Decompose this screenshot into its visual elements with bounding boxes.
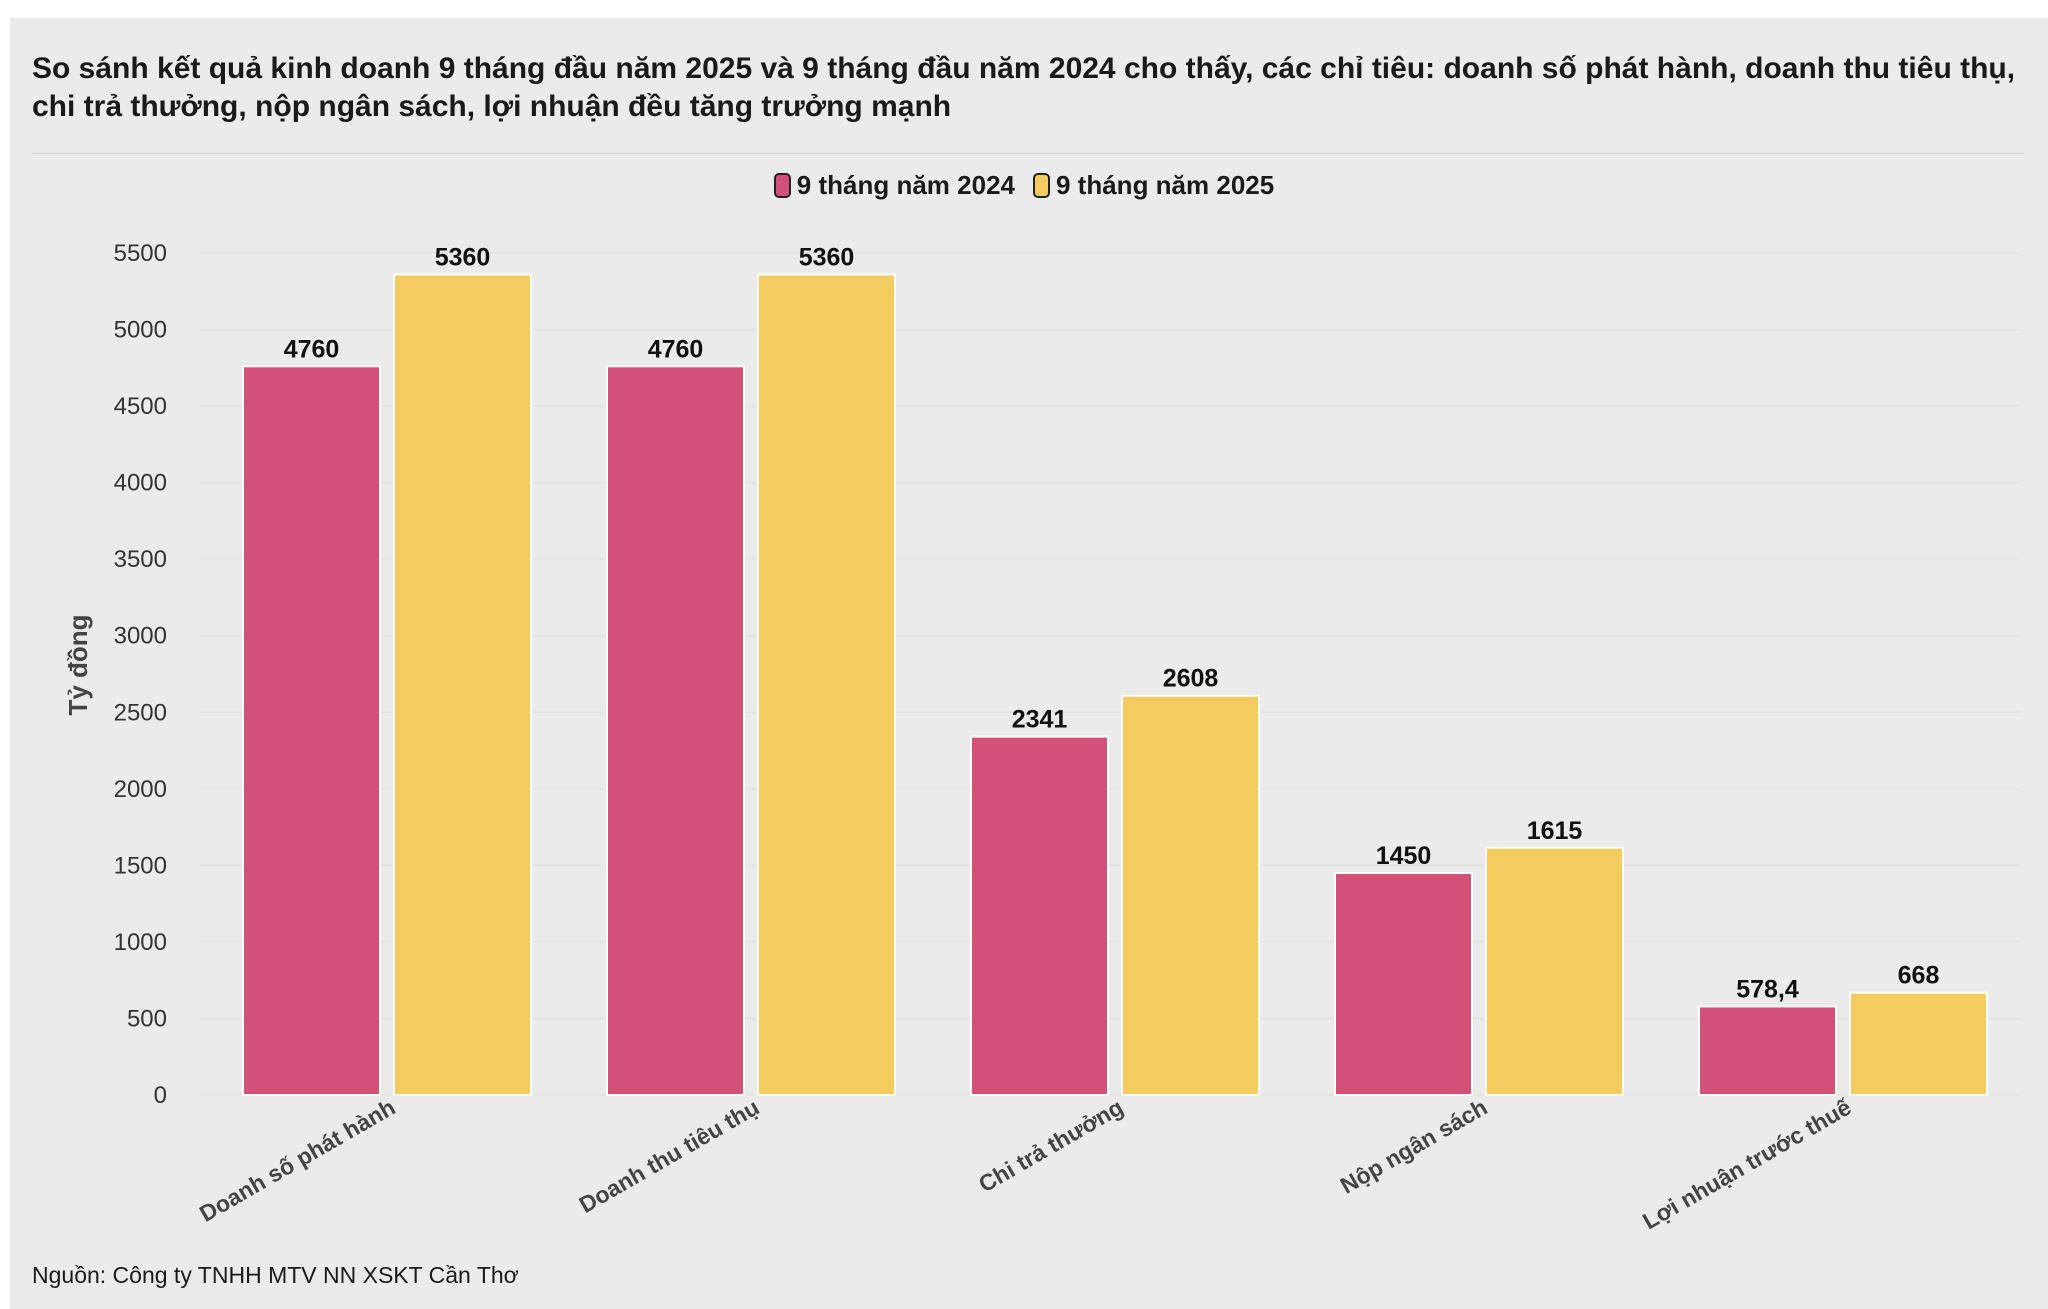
y-tick-label: 500 bbox=[127, 1005, 167, 1032]
y-tick-label: 5000 bbox=[114, 317, 167, 344]
x-tick-label: Nộp ngân sách bbox=[1336, 1094, 1492, 1199]
y-tick-label: 2000 bbox=[114, 776, 167, 803]
y-tick-label: 1500 bbox=[114, 852, 167, 879]
data-label: 1615 bbox=[1527, 817, 1583, 845]
y-tick-label: 5500 bbox=[114, 240, 167, 267]
legend-label-2025: 9 tháng năm 2025 bbox=[1056, 170, 1275, 200]
bar-2024 bbox=[1698, 1005, 1837, 1096]
x-tick-label: Doanh thu tiêu thụ bbox=[575, 1094, 764, 1218]
bar-2024 bbox=[242, 365, 381, 1096]
legend-swatch-2025 bbox=[1033, 173, 1050, 198]
y-tick-label: 3000 bbox=[114, 623, 167, 650]
source-note: Nguồn: Công ty TNHH MTV NN XSKT Cần Thơ bbox=[32, 1262, 519, 1288]
bar-2024 bbox=[1334, 872, 1473, 1096]
y-tick-label: 1000 bbox=[114, 929, 167, 956]
data-label: 5360 bbox=[435, 243, 491, 271]
data-label: 2341 bbox=[1012, 706, 1068, 734]
data-label: 1450 bbox=[1376, 842, 1432, 870]
data-label: 4760 bbox=[648, 335, 704, 363]
y-tick-label: 4500 bbox=[114, 393, 167, 420]
data-label: 4760 bbox=[284, 335, 340, 363]
bar-2025 bbox=[1849, 991, 1988, 1097]
bar-2025 bbox=[757, 273, 896, 1096]
y-tick-label: 0 bbox=[154, 1082, 167, 1109]
legend-swatch-2024 bbox=[773, 173, 791, 198]
y-tick-label: 4000 bbox=[114, 470, 167, 497]
y-tick-label: 2500 bbox=[114, 699, 167, 726]
x-tick-label: Lợi nhuận trước thuế bbox=[1638, 1094, 1855, 1235]
data-label: 5360 bbox=[799, 243, 855, 271]
x-tick-label: Doanh số phát hành bbox=[195, 1094, 399, 1227]
bar-2024 bbox=[970, 735, 1109, 1096]
x-tick-label: Chi trả thưởng bbox=[974, 1094, 1127, 1198]
legend-item-2025: 9 tháng năm 2025 bbox=[1033, 170, 1274, 201]
bar-2025 bbox=[393, 273, 532, 1096]
legend: 9 tháng năm 2024 9 tháng năm 2025 bbox=[0, 170, 2048, 201]
legend-item-2024: 9 tháng năm 2024 bbox=[773, 170, 1015, 201]
data-label: 2608 bbox=[1163, 665, 1219, 693]
bar-2025 bbox=[1121, 694, 1260, 1096]
chart-title: So sánh kết quả kinh doanh 9 tháng đầu n… bbox=[32, 52, 2016, 123]
y-axis-label: Tỷ đồng bbox=[63, 614, 93, 715]
legend-label-2024: 9 tháng năm 2024 bbox=[796, 170, 1015, 200]
data-label: 668 bbox=[1898, 962, 1940, 990]
title-divider bbox=[32, 153, 2024, 154]
data-label: 578,4 bbox=[1736, 975, 1799, 1003]
y-tick-label: 3500 bbox=[114, 546, 167, 573]
bar-2025 bbox=[1485, 846, 1624, 1096]
bar-2024 bbox=[606, 365, 745, 1096]
